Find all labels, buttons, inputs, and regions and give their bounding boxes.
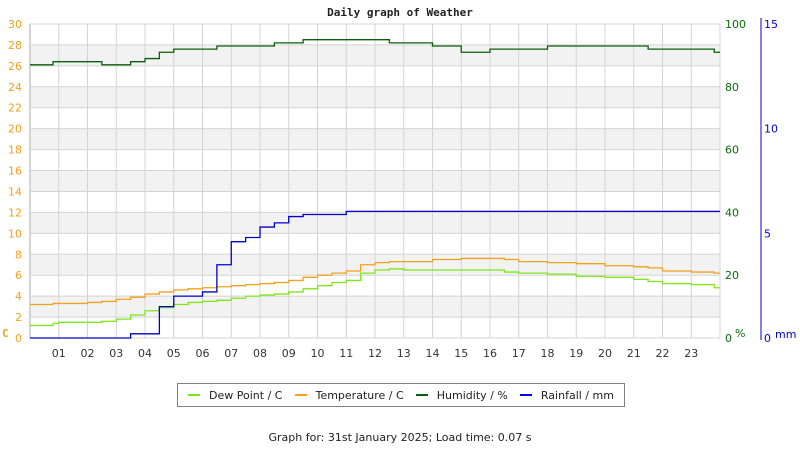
dew-point-swatch-icon	[188, 394, 201, 396]
svg-text:8: 8	[15, 248, 22, 261]
graph-footer: Graph for: 31st January 2025; Load time:…	[268, 431, 532, 444]
svg-text:08: 08	[253, 347, 267, 360]
svg-text:20: 20	[598, 347, 612, 360]
svg-text:13: 13	[397, 347, 411, 360]
svg-text:14: 14	[426, 347, 440, 360]
svg-text:10: 10	[764, 123, 778, 136]
svg-text:06: 06	[196, 347, 210, 360]
svg-text:17: 17	[512, 347, 526, 360]
svg-text:20: 20	[8, 123, 22, 136]
svg-text:09: 09	[282, 347, 296, 360]
svg-text:22: 22	[8, 102, 22, 115]
svg-text:40: 40	[725, 206, 739, 219]
svg-text:20: 20	[725, 269, 739, 282]
svg-text:18: 18	[541, 347, 555, 360]
svg-text:60: 60	[725, 144, 739, 157]
legend-item-humidity: Humidity / %	[415, 389, 508, 402]
svg-text:12: 12	[368, 347, 382, 360]
svg-text:19: 19	[569, 347, 583, 360]
svg-text:05: 05	[167, 347, 181, 360]
svg-text:01: 01	[52, 347, 66, 360]
svg-text:0: 0	[764, 332, 771, 345]
svg-text:12: 12	[8, 206, 22, 219]
svg-text:11: 11	[339, 347, 353, 360]
humidity-swatch-icon	[415, 394, 428, 396]
svg-text:2: 2	[15, 311, 22, 324]
svg-text:14: 14	[8, 185, 22, 198]
data-series	[30, 39, 720, 339]
svg-text:30: 30	[8, 18, 22, 31]
svg-text:07: 07	[224, 347, 238, 360]
svg-text:16: 16	[8, 165, 22, 178]
svg-text:21: 21	[627, 347, 641, 360]
svg-text:10: 10	[8, 227, 22, 240]
svg-text:5: 5	[764, 227, 771, 240]
svg-text:6: 6	[15, 269, 22, 282]
svg-text:4: 4	[15, 290, 22, 303]
svg-text:0: 0	[15, 332, 22, 345]
svg-text:100: 100	[725, 18, 746, 31]
svg-text:02: 02	[81, 347, 95, 360]
svg-text:15: 15	[454, 347, 468, 360]
legend-item-rainfall: Rainfall / mm	[519, 389, 614, 402]
svg-text:03: 03	[109, 347, 123, 360]
svg-text:16: 16	[483, 347, 497, 360]
svg-text:C: C	[2, 327, 9, 340]
svg-text:28: 28	[8, 39, 22, 52]
svg-text:04: 04	[138, 347, 152, 360]
svg-text:0: 0	[725, 332, 732, 345]
svg-text:24: 24	[8, 81, 22, 94]
legend-item-temperature: Temperature / C	[294, 389, 404, 402]
svg-text:18: 18	[8, 144, 22, 157]
svg-text:mm: mm	[775, 328, 796, 341]
svg-text:23: 23	[684, 347, 698, 360]
svg-text:80: 80	[725, 81, 739, 94]
svg-text:10: 10	[311, 347, 325, 360]
svg-text:22: 22	[656, 347, 670, 360]
svg-text:15: 15	[764, 18, 778, 31]
svg-text:%: %	[735, 327, 745, 340]
svg-text:26: 26	[8, 60, 22, 73]
temperature-swatch-icon	[294, 394, 307, 396]
rainfall-swatch-icon	[519, 394, 532, 396]
legend: Dew Point / C Temperature / C Humidity /…	[177, 383, 625, 407]
legend-item-dew-point: Dew Point / C	[188, 389, 282, 402]
chart-title: Daily graph of Weather	[327, 6, 473, 19]
